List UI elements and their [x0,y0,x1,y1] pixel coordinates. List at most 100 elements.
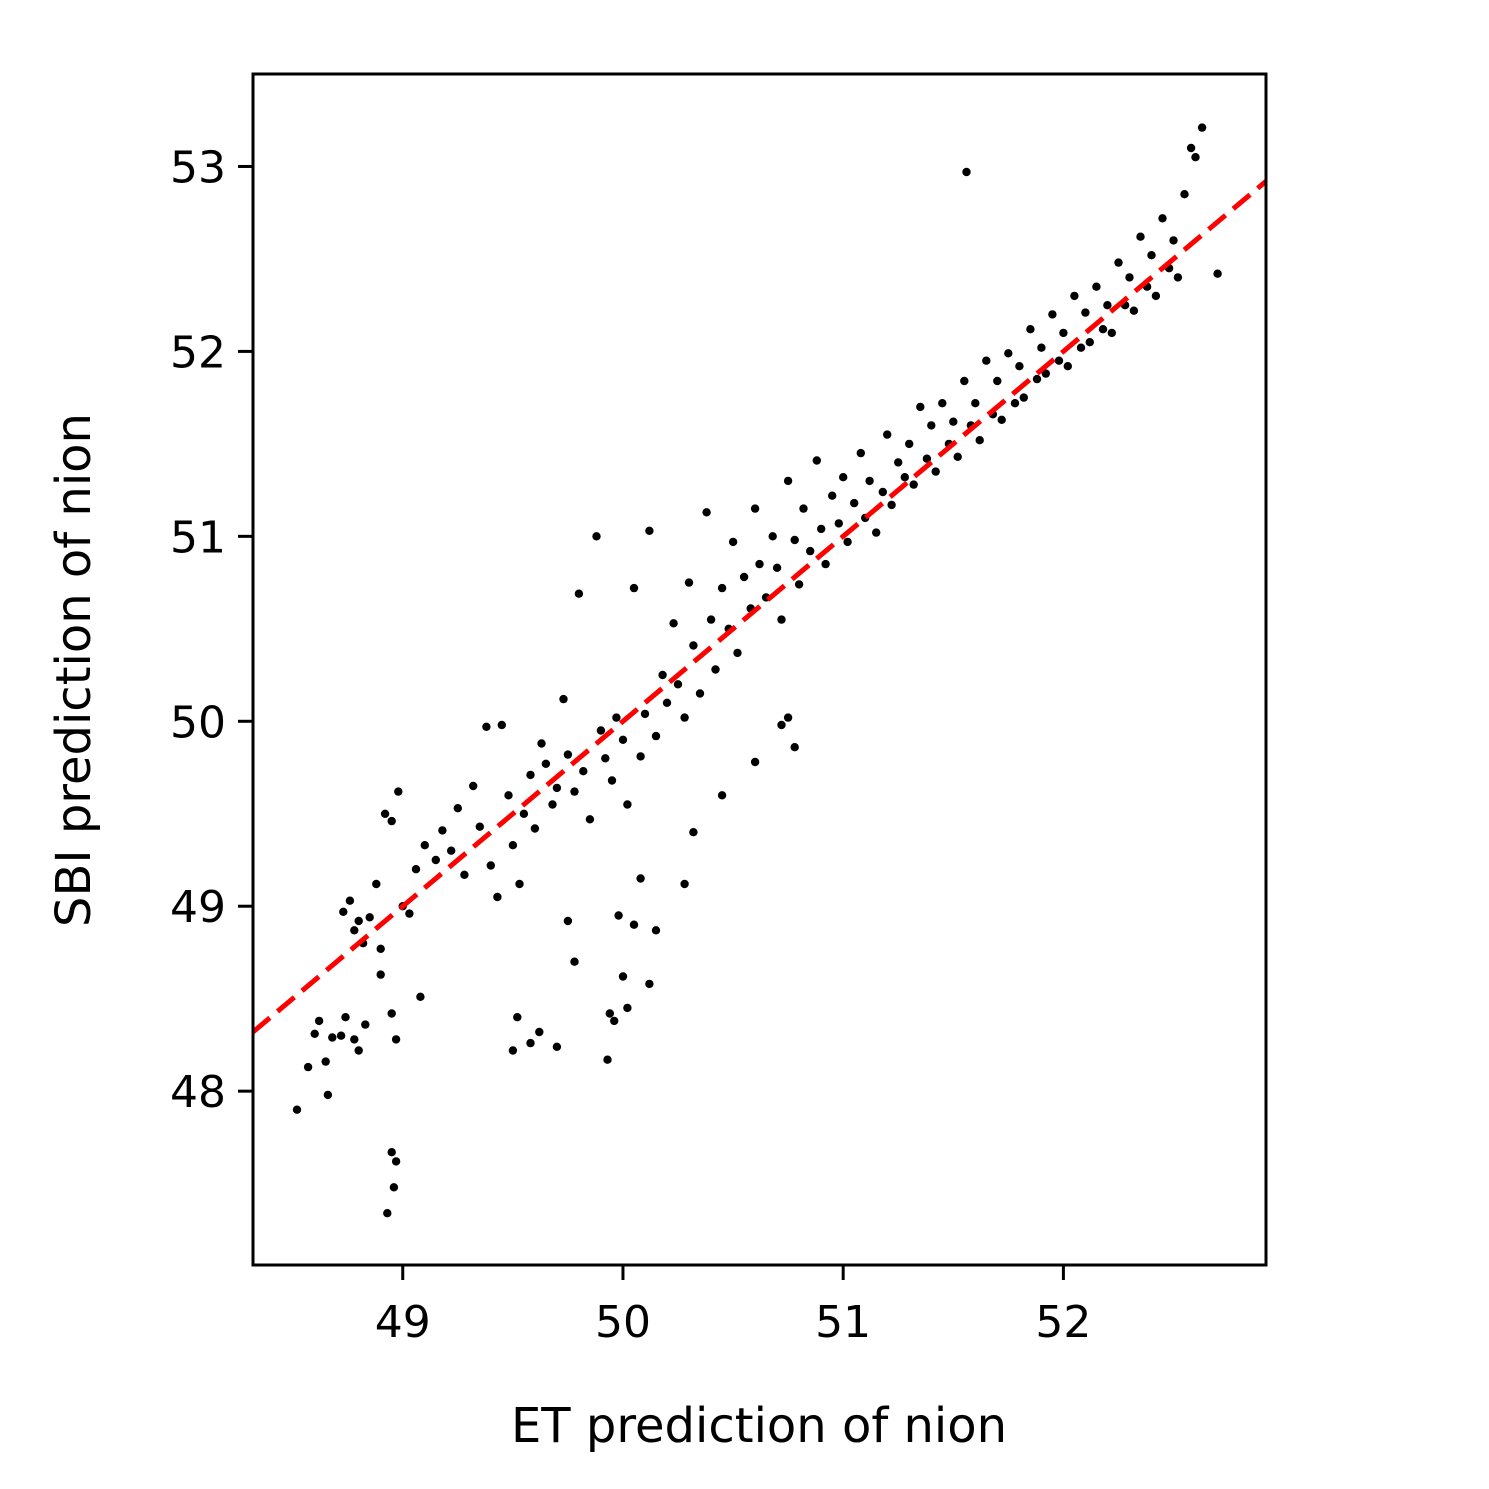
scatter-point [636,874,645,883]
scatter-point [387,1148,396,1157]
scatter-point [916,402,925,412]
scatter-point [416,992,425,1001]
scatter-point [328,1033,337,1042]
scatter-point [1180,190,1189,199]
scatter-point [711,665,720,674]
scatter-point [350,1035,359,1044]
scatter-point [411,865,421,874]
scatter-point [339,907,348,916]
scatter-point [1085,338,1095,347]
scatter-point [640,709,650,719]
scatter-point [1037,343,1046,352]
y-tick-label: 49 [170,882,226,933]
scatter-point [1054,356,1064,365]
scatter-point [706,615,716,624]
scatter-point [1114,258,1123,267]
scatter-point [1213,269,1222,278]
scatter-point [1048,310,1057,319]
x-tick-label: 51 [815,1297,871,1348]
scatter-point [508,841,518,850]
scatter-point [605,1009,614,1018]
scatter-point [460,870,469,879]
scatter-point [997,415,1006,424]
scatter-point [695,689,705,698]
scatter-point [482,722,491,731]
points-layer [292,123,1222,1218]
scatter-point [361,1020,370,1029]
scatter-point [953,452,962,461]
scatter-point [447,846,456,855]
scatter-point [585,815,595,824]
scatter-point [623,800,632,809]
scatter-point [1010,399,1020,408]
scatter-point [673,680,683,689]
scatter-point [603,1055,612,1064]
scatter-point [783,713,793,722]
scatter-point [717,791,727,800]
scatter-point [394,787,403,796]
scatter-point [960,376,969,386]
scatter-point [1098,325,1108,334]
scatter-point [438,826,447,835]
scatter-point [821,559,830,569]
scatter-point [669,619,678,628]
scatter-point [834,519,843,528]
scatter-point [777,615,786,624]
scatter-point [1026,325,1035,334]
scatter-point [486,861,495,870]
scatter-point [420,841,429,850]
scatter-point [341,1013,350,1022]
scatter-point [579,767,588,776]
scatter-point [1019,393,1028,402]
scatter-point [405,909,414,918]
scatter-point [321,1057,330,1066]
scatter-point [1147,251,1156,260]
scatter-point [376,944,385,953]
scatter-point [962,167,971,177]
scatter-point [790,535,799,545]
scatter-point [1125,273,1134,282]
scatter-point [1032,374,1042,384]
scatter-point [1041,369,1051,378]
scatter-point [1173,273,1183,282]
scatter-point [927,421,936,430]
scatter-point [850,498,859,508]
scatter-point [1191,153,1200,162]
scatter-point [768,532,777,541]
scatter-point [872,528,881,537]
x-axis-label: ET prediction of nion [511,1398,1007,1454]
scatter-point [755,559,764,569]
scatter-point [739,572,749,582]
scatter-point [475,822,484,831]
scatter-point [702,508,711,517]
scatter-point [629,920,639,929]
scatter-point [1070,291,1079,301]
scatter-point [629,583,639,593]
y-tick-label: 53 [170,142,226,193]
y-axis-label: SBI prediction of nion [46,413,102,927]
scatter-point [645,979,654,989]
scatter-point [806,546,815,556]
scatter-point [817,524,826,534]
scatter-point [563,916,573,926]
scatter-point [391,1157,401,1166]
y-tick-label: 52 [170,327,226,378]
scatter-point [733,648,742,658]
scatter-point [526,770,535,780]
scatter-point [314,1016,324,1026]
scatter-point [570,787,579,796]
scatter-point [623,1003,632,1013]
scatter-point [618,735,628,744]
scatter-point [552,783,562,793]
scatter-point [610,1016,619,1026]
scatter-point [1151,291,1161,301]
scatter-point [883,430,892,439]
scatter-point [1136,232,1145,241]
scatter-point [1063,362,1073,371]
scatter-point [336,1031,346,1040]
scatter-point [354,916,363,926]
scatter-point [799,504,808,513]
scatter-point [894,458,903,467]
scatter-point [1076,343,1086,352]
